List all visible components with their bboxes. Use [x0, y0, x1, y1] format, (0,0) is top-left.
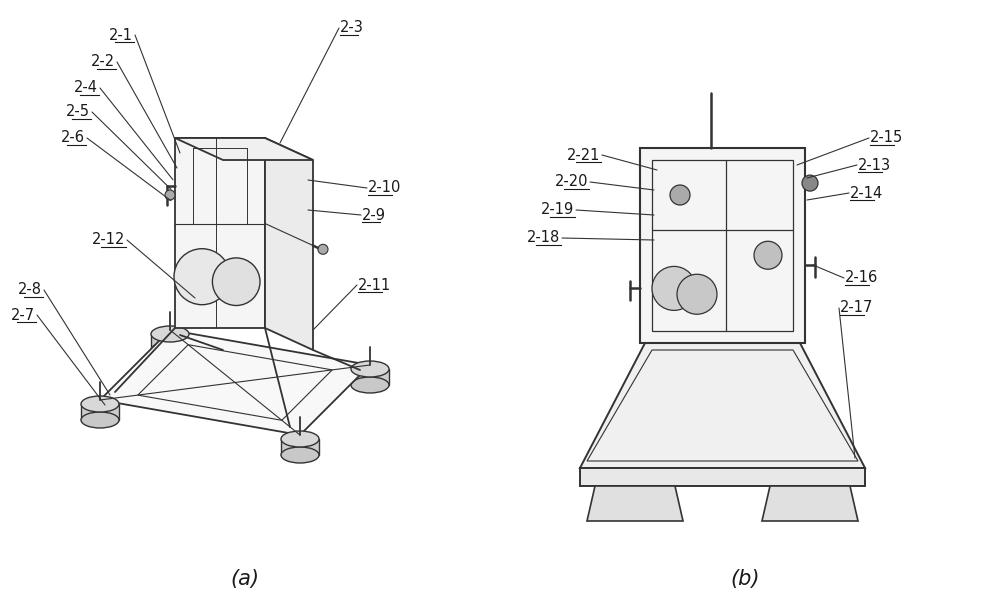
Polygon shape: [762, 486, 858, 521]
Text: 2-3: 2-3: [340, 21, 364, 35]
Text: 2-19: 2-19: [541, 203, 574, 218]
Text: 2-17: 2-17: [840, 301, 873, 315]
Text: 2-1: 2-1: [109, 27, 133, 43]
Polygon shape: [351, 369, 389, 385]
Text: (a): (a): [230, 569, 260, 589]
Circle shape: [318, 244, 328, 254]
Text: 2-21: 2-21: [567, 148, 600, 162]
Circle shape: [754, 241, 782, 269]
Text: 2-5: 2-5: [66, 104, 90, 120]
Ellipse shape: [351, 377, 389, 393]
Circle shape: [670, 185, 690, 205]
Circle shape: [165, 190, 175, 200]
Text: (b): (b): [730, 569, 760, 589]
Polygon shape: [587, 486, 683, 521]
Text: 2-2: 2-2: [91, 54, 115, 70]
Polygon shape: [100, 330, 370, 435]
Text: 2-20: 2-20: [554, 174, 588, 190]
Ellipse shape: [281, 447, 319, 463]
Polygon shape: [175, 138, 265, 328]
Circle shape: [212, 258, 260, 306]
Text: 2-12: 2-12: [92, 232, 125, 248]
Text: 2-15: 2-15: [870, 131, 903, 146]
Text: 2-11: 2-11: [358, 278, 391, 293]
Polygon shape: [580, 468, 865, 486]
Polygon shape: [151, 334, 189, 350]
Polygon shape: [265, 138, 313, 350]
Text: 2-13: 2-13: [858, 157, 891, 173]
Polygon shape: [175, 138, 313, 160]
Ellipse shape: [81, 396, 119, 412]
Circle shape: [652, 267, 696, 310]
Ellipse shape: [151, 342, 189, 358]
Text: 2-16: 2-16: [845, 270, 878, 285]
Circle shape: [174, 249, 230, 305]
Polygon shape: [640, 148, 805, 343]
Ellipse shape: [281, 431, 319, 447]
Text: 2-7: 2-7: [11, 307, 35, 323]
Text: 2-14: 2-14: [850, 185, 883, 201]
Text: 2-4: 2-4: [74, 81, 98, 96]
Polygon shape: [81, 404, 119, 420]
Text: 2-10: 2-10: [368, 181, 401, 195]
Ellipse shape: [351, 361, 389, 377]
Text: 2-6: 2-6: [61, 131, 85, 146]
Circle shape: [677, 274, 717, 314]
Text: 2-9: 2-9: [362, 207, 386, 223]
Polygon shape: [580, 343, 865, 468]
Polygon shape: [281, 439, 319, 455]
Ellipse shape: [81, 412, 119, 428]
Ellipse shape: [151, 326, 189, 342]
Text: 2-18: 2-18: [527, 231, 560, 245]
Text: 2-8: 2-8: [18, 282, 42, 298]
Circle shape: [802, 175, 818, 191]
